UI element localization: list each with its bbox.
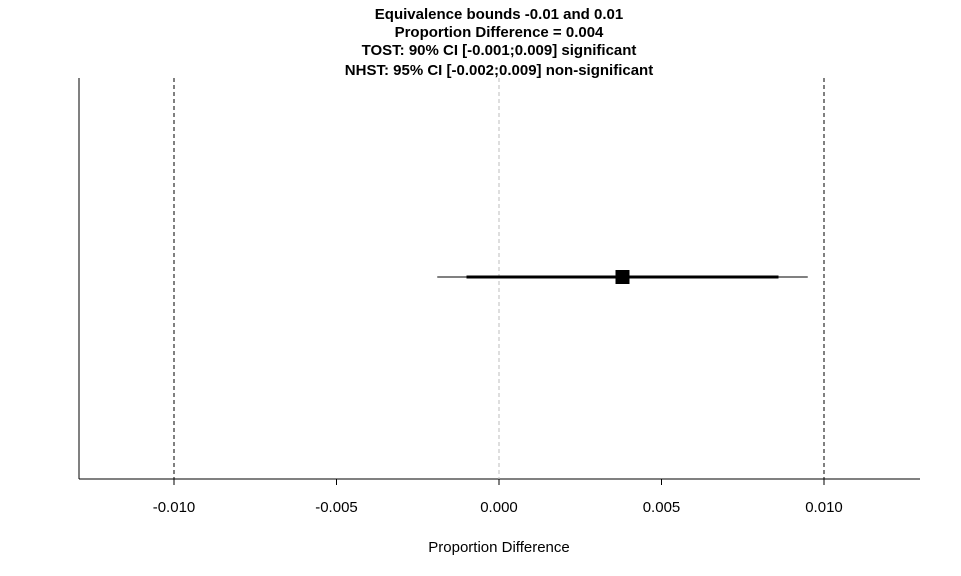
estimate-marks	[437, 270, 808, 284]
chart-title: Equivalence bounds -0.01 and 0.01 Propor…	[345, 6, 653, 79]
point-estimate-marker	[615, 270, 630, 284]
x-tick-label: 0.000	[480, 499, 518, 516]
title-line-1: Equivalence bounds -0.01 and 0.01	[375, 6, 623, 23]
title-line-2: Proportion Difference = 0.004	[395, 24, 604, 41]
title-line-3: TOST: 90% CI [-0.001;0.009] significant	[362, 42, 637, 59]
x-axis-label: Proportion Difference	[428, 539, 569, 556]
title-line-4: NHST: 95% CI [-0.002;0.009] non-signific…	[345, 62, 653, 79]
guide-lines	[173, 78, 825, 479]
x-axis-ticks: -0.010 -0.005 0.000 0.005 0.010	[153, 479, 843, 516]
x-tick-label: 0.005	[643, 499, 681, 516]
x-tick-label: -0.010	[153, 499, 196, 516]
x-tick-label: 0.010	[805, 499, 843, 516]
x-tick-label: -0.005	[315, 499, 358, 516]
